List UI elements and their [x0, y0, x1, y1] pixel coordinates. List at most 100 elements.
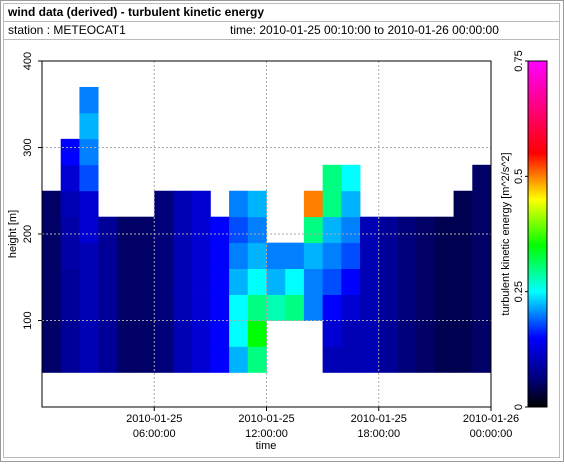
heatmap-cell — [341, 216, 361, 244]
heatmap-cell — [266, 294, 286, 321]
heatmap-cell — [266, 268, 286, 295]
colorbar-tick-label: 0.25 — [513, 281, 525, 302]
heatmap-cell — [229, 320, 249, 347]
heatmap-cell — [341, 190, 361, 218]
heatmap-cell — [172, 268, 193, 295]
x-axis-label: time — [256, 440, 277, 452]
heatmap-cell — [285, 242, 305, 269]
heatmap-cell — [98, 242, 118, 269]
heatmap-cell — [229, 294, 249, 321]
x-tick-label: 2010-01-25 — [351, 413, 407, 425]
heatmap-cell — [42, 268, 62, 295]
heatmap-cell — [42, 346, 62, 373]
heatmap-cell — [397, 294, 417, 321]
heatmap-cell — [322, 190, 342, 218]
heatmap-cell — [210, 346, 230, 373]
heatmap-cell — [60, 138, 80, 166]
heatmap-cell — [79, 268, 99, 295]
heatmap-cell — [341, 268, 361, 295]
heatmap-cell — [397, 242, 417, 269]
colorbar-label: turbulent kinetic energy [m^2/s^2] — [500, 152, 512, 315]
heatmap-cell — [79, 164, 99, 192]
heatmap-cell — [154, 190, 174, 218]
heatmap-cell — [472, 164, 492, 192]
heatmap-cell — [360, 346, 380, 373]
heatmap-cell — [434, 268, 454, 295]
heatmap-cell — [210, 268, 230, 295]
heatmap-cell — [360, 216, 380, 244]
heatmap-cell — [79, 112, 99, 140]
heatmap-cell — [322, 268, 342, 295]
heatmap-cell — [360, 320, 380, 347]
heatmap-cell — [341, 294, 361, 321]
heatmap-cell — [210, 294, 230, 321]
heatmap-cell — [42, 294, 62, 321]
heatmap-cell — [247, 294, 267, 321]
heatmap-cell — [116, 268, 136, 295]
heatmap-cell — [322, 216, 342, 244]
heatmap-cell — [397, 216, 417, 244]
heatmap-cell — [434, 346, 454, 373]
heatmap-cell — [154, 294, 174, 321]
heatmap-cell — [210, 216, 230, 244]
heatmap-cell — [322, 346, 342, 373]
heatmap-cell — [341, 164, 361, 192]
heatmap-cell — [60, 242, 80, 269]
heatmap-cell — [360, 268, 380, 295]
heatmap-cell — [42, 216, 62, 244]
heatmap-cell — [116, 346, 136, 373]
heatmap-cell — [229, 268, 249, 295]
heatmap-cell — [472, 190, 492, 218]
heatmap-cell — [247, 190, 267, 218]
heatmap-cell — [116, 294, 136, 321]
x-tick-sublabel: 00:00:00 — [470, 428, 513, 440]
heatmap-cell — [210, 242, 230, 269]
heatmap-cell — [453, 190, 473, 218]
heatmap-cell — [453, 320, 473, 347]
heatmap-cell — [135, 268, 155, 295]
heatmap-cell — [453, 268, 473, 295]
heatmap-cell — [397, 320, 417, 347]
heatmap-cell — [322, 320, 342, 347]
heatmap-cell — [172, 190, 193, 218]
heatmap-cell — [42, 190, 62, 218]
heatmap-cell — [60, 216, 80, 244]
heatmap-cell — [322, 294, 342, 321]
heatmap-cell — [266, 242, 286, 269]
heatmap-cell — [229, 242, 249, 269]
heatmap-cell — [453, 294, 473, 321]
heatmap-cell — [341, 242, 361, 269]
heatmap-cell — [172, 242, 193, 269]
heatmap-cell — [229, 190, 249, 218]
heatmap-cell — [210, 320, 230, 347]
heatmap-cell — [341, 320, 361, 347]
y-tick-label: 300 — [22, 138, 34, 156]
heatmap-cell — [247, 268, 267, 295]
heatmap-cell — [191, 294, 211, 321]
heatmap-cell — [434, 320, 454, 347]
heatmap-cell — [191, 320, 211, 347]
heatmap-cell — [360, 294, 380, 321]
heatmap-cell — [98, 346, 118, 373]
heatmap-cell — [79, 216, 99, 244]
heatmap-cell — [453, 216, 473, 244]
heatmap-cell — [453, 242, 473, 269]
heatmap-cell — [247, 242, 267, 269]
y-tick-label: 100 — [22, 311, 34, 329]
heatmap-cell — [416, 320, 436, 347]
heatmap-cell — [79, 294, 99, 321]
heatmap-cell — [172, 294, 193, 321]
heatmap-cell — [79, 346, 99, 373]
heatmap-cell — [341, 346, 361, 373]
heatmap-cell — [191, 268, 211, 295]
heatmap-cell — [303, 294, 324, 321]
heatmap-cell — [135, 242, 155, 269]
heatmap-cell — [154, 216, 174, 244]
heatmap-cell — [472, 294, 492, 321]
heatmap-cell — [79, 138, 99, 166]
heatmap-cell — [285, 268, 305, 295]
heatmap-cell — [229, 346, 249, 373]
heatmap-cell — [154, 346, 174, 373]
heatmap-cell — [472, 268, 492, 295]
